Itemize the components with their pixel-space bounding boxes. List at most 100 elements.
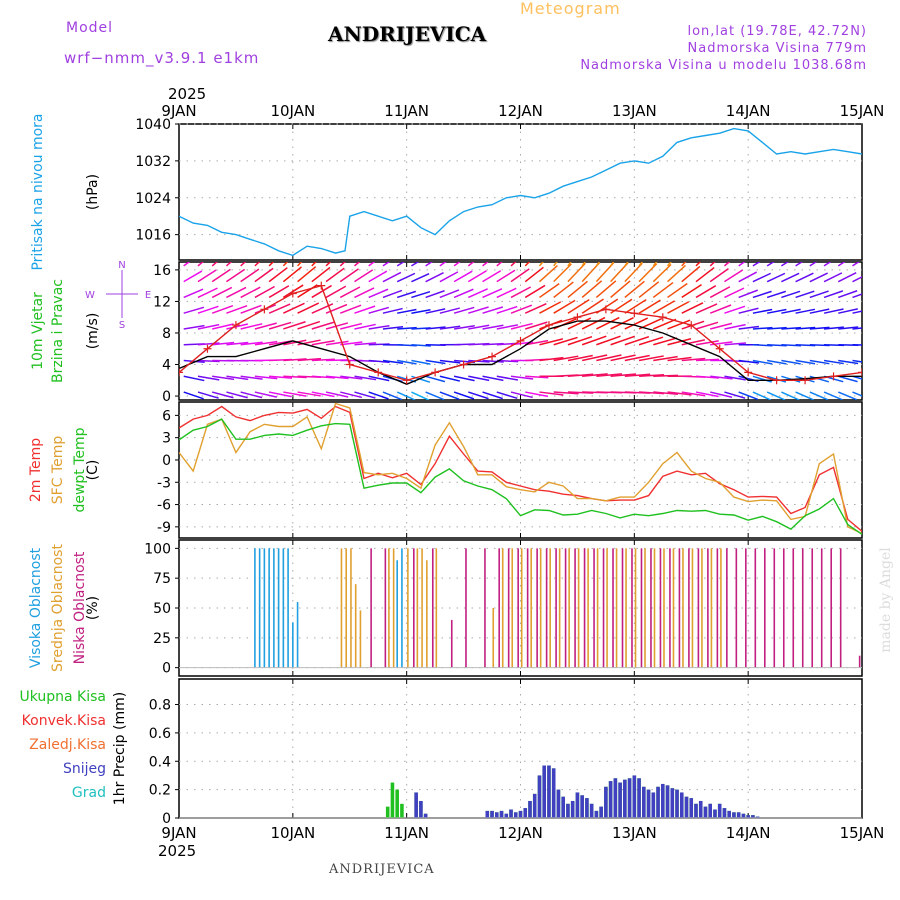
series-group-pressure	[179, 127, 862, 257]
bar-niska-oblacnost	[801, 548, 804, 668]
wind-arrow	[767, 326, 787, 330]
wind-arrow	[652, 263, 672, 283]
wind-arrow	[567, 354, 593, 362]
wind-arrow	[183, 391, 204, 400]
bar-niska-oblacnost	[782, 548, 785, 668]
bar-visoka-oblacnost	[254, 548, 256, 668]
wind-arrow	[681, 357, 706, 362]
wind-arrow	[297, 302, 320, 314]
wind-arrow	[524, 284, 546, 299]
wind-arrow	[325, 267, 345, 283]
wind-arrow	[254, 285, 275, 299]
bar-snijeg	[623, 779, 627, 818]
bar-srednja-oblacnost	[615, 548, 618, 668]
unit-label-precip: 1hr Precip (mm)	[112, 692, 128, 805]
wind-arrow	[340, 322, 363, 330]
wind-arrow	[738, 307, 759, 314]
wind-arrow	[638, 355, 664, 362]
wind-arrow	[311, 266, 331, 283]
wind-arrow	[852, 293, 862, 299]
wind-arrow	[183, 306, 205, 314]
wind-arrow	[411, 290, 431, 299]
wind-arrow	[823, 272, 843, 283]
bar-snijeg	[736, 812, 741, 818]
wind-arrow	[311, 339, 335, 346]
wind-arrow	[297, 357, 322, 362]
wind-arrow	[382, 391, 402, 400]
wind-arrow	[269, 375, 293, 379]
wind-arrow	[624, 262, 629, 267]
bar-snijeg	[414, 792, 418, 818]
wind-arrow	[823, 262, 832, 267]
bar-niska-oblacnost	[697, 548, 700, 668]
wind-arrow	[453, 391, 475, 400]
year-label-bottom: 2025	[158, 842, 196, 860]
bar-snijeg	[732, 812, 736, 818]
wind-arrow	[382, 289, 403, 299]
wind-arrow	[439, 307, 460, 314]
wind-arrow	[496, 375, 519, 381]
wind-arrow	[724, 287, 745, 299]
wind-arrow	[425, 391, 445, 400]
ylabel-temperature-2: dewpt Temp	[72, 427, 88, 512]
bar-srednja-oblacnost	[596, 548, 599, 668]
wind-arrow	[652, 262, 658, 267]
bar-snijeg	[566, 803, 570, 818]
wind-arrow	[724, 391, 746, 399]
wind-arrow	[254, 375, 278, 380]
y-tick-label-precip: 0	[162, 811, 171, 827]
bar-niska-oblacnost	[450, 619, 453, 668]
wind-arrow	[795, 290, 815, 299]
wind-arrow	[695, 321, 719, 330]
bar-srednja-oblacnost	[350, 548, 352, 668]
y-tick-label-temperature: 0	[162, 453, 171, 469]
wind-arrow	[226, 375, 249, 381]
bar-niska-oblacnost	[631, 548, 633, 668]
bar-snijeg	[594, 810, 599, 818]
wind-arrow	[183, 262, 191, 267]
wind-arrow	[268, 267, 288, 283]
wind-arrow	[823, 308, 844, 314]
bar-niska-oblacnost	[669, 548, 671, 668]
wind-arrow	[752, 359, 773, 365]
wind-arrow	[781, 391, 800, 400]
wind-arrow	[695, 391, 719, 398]
bar-snijeg	[656, 786, 660, 818]
wind-arrow	[766, 308, 787, 314]
bar-snijeg	[513, 812, 518, 818]
bar-srednja-oblacnost	[701, 548, 703, 668]
wind-arrow	[268, 285, 290, 299]
wind-arrow	[510, 262, 517, 267]
wind-arrow	[368, 306, 390, 314]
wind-arrow	[738, 289, 758, 299]
bar-niska-oblacnost	[820, 548, 823, 668]
gust-marker	[573, 313, 582, 322]
wind-arrow	[539, 301, 562, 314]
y-tick-label-temperature: 3	[162, 431, 171, 447]
time-tick-label-bottom: 11JAN	[384, 824, 429, 842]
bar-srednja-oblacnost	[530, 548, 532, 668]
direction-legend-south: S	[119, 320, 125, 331]
bar-snijeg	[599, 806, 603, 818]
wind-arrow	[226, 341, 249, 346]
wind-arrow	[695, 375, 719, 379]
bar-snijeg	[499, 810, 504, 818]
wind-arrow	[667, 264, 686, 283]
gust-marker	[715, 344, 724, 353]
wind-arrow	[596, 335, 621, 346]
wind-arrow	[282, 262, 289, 267]
wind-arrow	[838, 290, 858, 299]
bar-visoka-oblacnost	[296, 602, 299, 668]
bar-visoka-oblacnost	[282, 548, 285, 668]
bar-visoka-oblacnost	[292, 622, 294, 668]
model-altitude-text: Nadmorska Visina u modelu 1038.68m	[580, 58, 867, 73]
y-tick-label-wind: 16	[153, 263, 171, 279]
wind-arrow	[695, 303, 718, 314]
y-tick-label-precip: 0.2	[149, 783, 171, 799]
wind-arrow	[767, 359, 787, 365]
bar-niska-oblacnost	[811, 548, 814, 668]
wind-arrow	[254, 322, 277, 330]
wind-arrow	[268, 303, 291, 314]
gust-marker	[858, 368, 862, 377]
gust-marker	[687, 321, 696, 330]
